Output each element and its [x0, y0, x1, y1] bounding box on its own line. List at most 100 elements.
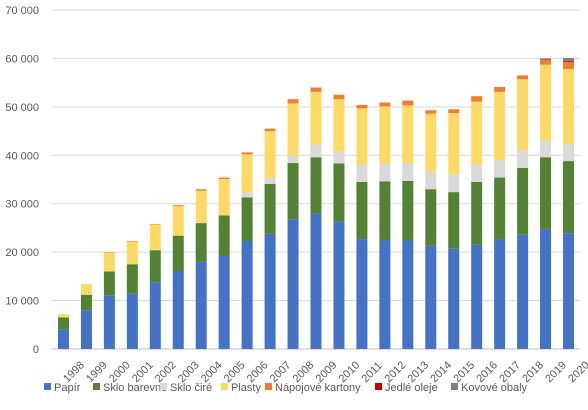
- bar-segment: [448, 174, 459, 192]
- y-tick-label: 10 000: [5, 296, 39, 308]
- bar-segment: [494, 240, 505, 349]
- bar-segment: [379, 164, 390, 182]
- y-tick-label: 0: [33, 344, 39, 356]
- bar-segment: [540, 157, 551, 229]
- bar-segment: [402, 241, 413, 349]
- bar-segment: [173, 206, 184, 236]
- bar-segment: [150, 282, 161, 349]
- bar-segment: [494, 178, 505, 240]
- legend-swatch: [44, 383, 51, 390]
- bar-segment: [356, 165, 367, 182]
- bar-segment: [242, 241, 253, 349]
- bar-segment: [448, 109, 459, 113]
- bar-segment: [540, 229, 551, 349]
- legend-swatch: [265, 383, 272, 390]
- legend-swatch: [160, 383, 167, 390]
- bar-segment: [288, 103, 299, 155]
- bar-segment: [58, 314, 69, 317]
- bar-segment: [333, 99, 344, 152]
- bar-segment: [563, 233, 574, 349]
- bar-segment: [425, 246, 436, 349]
- bar-segment: [288, 156, 299, 163]
- bar-segment: [402, 181, 413, 241]
- bar-segment: [402, 163, 413, 181]
- bar-segment: [563, 144, 574, 161]
- bar-segment: [563, 62, 574, 69]
- bar-segment: [219, 256, 230, 349]
- bar-segment: [127, 241, 138, 264]
- bar-segment: [540, 60, 551, 65]
- bar-segment: [219, 178, 230, 179]
- bar-segment: [288, 219, 299, 349]
- bar-segment: [242, 154, 253, 192]
- bar-segment: [471, 102, 482, 165]
- legend-label: Sklo barevné: [103, 382, 167, 394]
- x-tick-label: 2011: [360, 360, 385, 385]
- bar-segment: [448, 192, 459, 249]
- bar-segment: [494, 92, 505, 160]
- bar-segment: [311, 157, 322, 213]
- legend-label: Kovové obaly: [461, 382, 528, 394]
- legend-label: Plasty: [231, 382, 261, 394]
- bar-segment: [127, 264, 138, 293]
- bar-segment: [517, 168, 528, 235]
- legend-swatch: [93, 383, 100, 390]
- y-tick-label: 40 000: [5, 150, 39, 162]
- bar-segment: [127, 293, 138, 349]
- bar-segment: [425, 171, 436, 189]
- bar-segment: [81, 295, 92, 310]
- bar-segment: [288, 163, 299, 219]
- bar-segment: [288, 99, 299, 103]
- bar-segment: [333, 164, 344, 222]
- bar-segment: [311, 92, 322, 145]
- bar-segment: [425, 114, 436, 172]
- bar-segment: [402, 105, 413, 163]
- bar-segment: [379, 102, 390, 106]
- bar-segment: [540, 141, 551, 157]
- legend-swatch: [221, 383, 228, 390]
- y-tick-label: 50 000: [5, 102, 39, 114]
- legend-label: Sklo čiré: [170, 382, 212, 394]
- bar-segment: [150, 250, 161, 282]
- bar-segment: [196, 189, 207, 190]
- bar-segment: [242, 197, 253, 241]
- bar-segment: [333, 152, 344, 164]
- bar-segment: [448, 113, 459, 174]
- y-tick-label: 30 000: [5, 199, 39, 211]
- legend-swatch: [451, 383, 458, 390]
- bar-segment: [356, 182, 367, 239]
- bar-segment: [311, 213, 322, 349]
- bar-segment: [379, 106, 390, 163]
- bar-segment: [563, 69, 574, 144]
- bar-segment: [242, 193, 253, 198]
- legend-swatch: [375, 383, 382, 390]
- bar-segment: [311, 87, 322, 91]
- bar-segment: [311, 145, 322, 158]
- bar-segment: [173, 205, 184, 206]
- bar-segment: [333, 221, 344, 349]
- bar-segment: [402, 101, 413, 106]
- y-tick-label: 20 000: [5, 247, 39, 259]
- bar-segment: [494, 87, 505, 92]
- bar-segment: [173, 272, 184, 349]
- bar-segment: [517, 150, 528, 168]
- y-tick-label: 60 000: [5, 53, 39, 65]
- bar-segment: [517, 79, 528, 150]
- x-tick-label: 2020: [566, 359, 588, 385]
- bar-segment: [196, 191, 207, 223]
- bar-segment: [333, 95, 344, 99]
- legend-label: Nápojové kartony: [275, 382, 361, 394]
- bar-segment: [196, 223, 207, 262]
- bar-segment: [219, 215, 230, 256]
- bar-segment: [563, 58, 574, 61]
- bar-segment: [471, 182, 482, 245]
- bar-segment: [471, 164, 482, 181]
- bar-segment: [379, 241, 390, 349]
- bar-segment: [448, 249, 459, 349]
- bar-segment: [563, 61, 574, 62]
- bar-segment: [540, 65, 551, 141]
- bar-segment: [540, 58, 551, 59]
- bar-segment: [173, 236, 184, 272]
